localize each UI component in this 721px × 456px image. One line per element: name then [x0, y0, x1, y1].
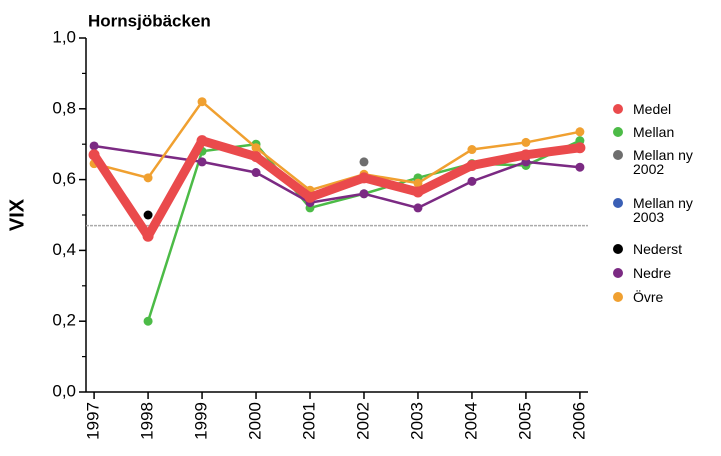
legend-label: Mellan ny 2002: [633, 147, 693, 177]
data-point: [143, 316, 153, 326]
legend-item: Mellan ny 2003: [610, 196, 710, 224]
legend-marker: [613, 244, 623, 254]
chart-title: Hornsjöbäcken: [88, 11, 211, 30]
x-tick-label: 1997: [84, 402, 103, 440]
legend-label: Medel: [633, 101, 672, 117]
data-point: [575, 127, 585, 137]
x-tick-label: 1998: [138, 402, 157, 440]
legend-marker: [613, 150, 623, 160]
legend-label: Övre: [633, 289, 664, 305]
data-point: [251, 168, 261, 178]
y-tick-label: 0,6: [52, 169, 76, 188]
data-point: [143, 173, 153, 183]
legend-item: Nederst: [610, 242, 710, 256]
data-point: [197, 157, 207, 167]
series-line: [92, 100, 582, 192]
data-point: [574, 142, 586, 154]
data-point: [358, 172, 370, 184]
data-point: [521, 137, 531, 147]
x-tick-label: 2004: [461, 402, 480, 440]
data-point: [89, 141, 99, 151]
legend-label: Mellan ny 2003: [633, 195, 693, 225]
data-point: [88, 149, 100, 161]
data-point: [575, 162, 585, 172]
x-tick-label: 2002: [353, 402, 372, 440]
legend-label: Nedre: [633, 265, 672, 281]
data-point: [413, 178, 423, 188]
legend-marker: [613, 268, 623, 278]
data-point: [520, 149, 532, 161]
data-point: [197, 97, 207, 107]
y-tick-label: 0,0: [52, 381, 76, 400]
legend-label: Mellan: [633, 124, 675, 140]
data-point: [196, 135, 208, 147]
legend-marker: [613, 198, 623, 208]
x-tick-label: 2000: [246, 402, 265, 440]
data-point: [413, 203, 423, 213]
y-tick-label: 0,8: [52, 98, 76, 117]
x-tick-label: 2003: [407, 402, 426, 440]
data-point: [304, 191, 316, 203]
x-tick-label: 2001: [299, 402, 318, 440]
legend-item: Mellan ny 2002: [610, 148, 710, 176]
legend-label: Nederst: [633, 241, 683, 257]
legend-marker: [613, 292, 623, 302]
legend-item: Nedre: [610, 266, 710, 280]
data-point: [466, 159, 478, 171]
y-tick-label: 0,4: [52, 240, 76, 259]
data-point: [142, 230, 154, 242]
series-line: [89, 136, 585, 241]
x-tick-label: 2006: [569, 402, 588, 440]
legend-item: Mellan: [610, 125, 710, 139]
y-tick-label: 0,2: [52, 311, 76, 330]
data-point: [467, 176, 477, 186]
legend-item: Övre: [610, 290, 710, 304]
y-tick-label: 1,0: [52, 27, 76, 46]
data-point: [359, 189, 369, 199]
data-point: [467, 145, 477, 155]
data-point: [250, 151, 262, 163]
legend-marker: [613, 127, 623, 137]
data-point: [143, 210, 153, 220]
data-point: [359, 157, 369, 167]
data-point: [412, 186, 424, 198]
data-point: [251, 143, 261, 153]
y-axis-label: VIX: [6, 198, 28, 231]
x-tick-label: 1999: [192, 402, 211, 440]
legend-item: Medel: [610, 102, 710, 116]
x-tick-label: 2005: [515, 402, 534, 440]
series-line: [146, 139, 582, 323]
legend-marker: [613, 104, 623, 114]
